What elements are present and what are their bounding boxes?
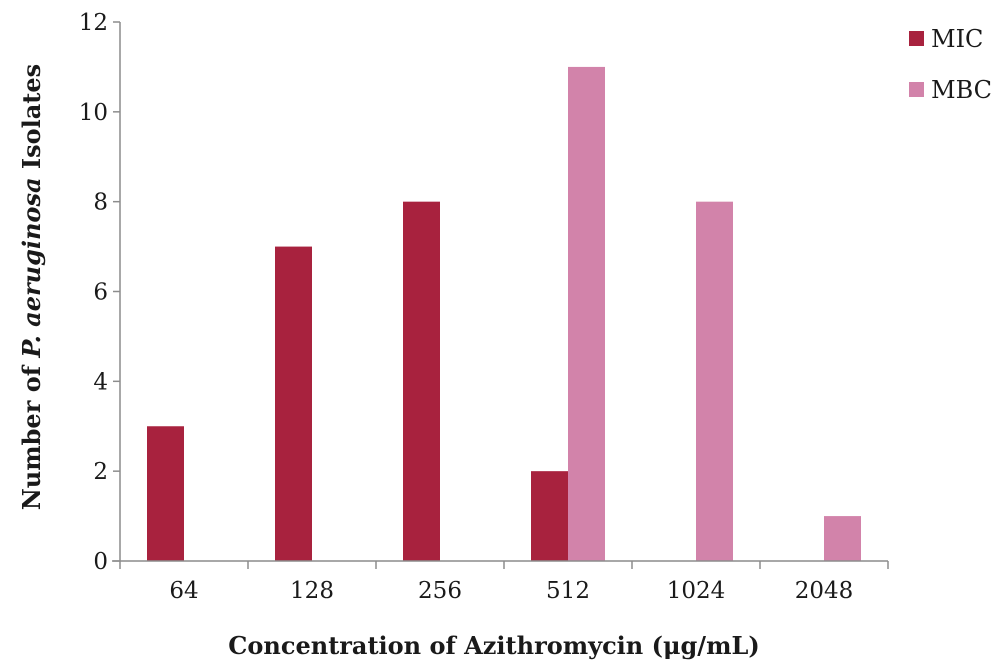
- bars-group: [147, 66, 861, 562]
- y-tick-label: 10: [79, 100, 108, 126]
- x-tick-label-128: 128: [290, 578, 334, 604]
- bar-mbc-512: [568, 66, 605, 562]
- y-ticks-group: 0 2 4 6 8 10 12: [79, 10, 120, 575]
- x-axis-title: Concentration of Azithromycin (μg/mL): [228, 631, 759, 660]
- bar-mic-256: [403, 201, 440, 561]
- legend-swatch-mic: [909, 31, 924, 46]
- x-tick-label-2048: 2048: [795, 578, 854, 604]
- x-tick-label-512: 512: [546, 578, 590, 604]
- y-axis-title-italic: P. aeruginosa: [17, 177, 46, 358]
- y-tick-label: 6: [93, 280, 108, 306]
- bar-mbc-2048: [824, 516, 861, 561]
- y-tick-label: 12: [79, 10, 108, 36]
- bar-mbc-1024: [696, 201, 733, 561]
- x-tick-label-256: 256: [418, 578, 462, 604]
- y-axis-title-suffix: Isolates: [17, 64, 46, 178]
- legend-swatch-mbc: [909, 82, 924, 97]
- y-axis-title: Number of P. aeruginosa Isolates: [17, 64, 46, 510]
- x-tick-label-1024: 1024: [667, 578, 726, 604]
- x-ticks-group: 64 128 256 512 1024 2048: [119, 561, 889, 604]
- y-axis-title-prefix: Number of: [17, 358, 46, 511]
- axes-group: [112, 22, 888, 562]
- y-tick-label: 2: [93, 459, 108, 485]
- y-tick-label: 0: [93, 549, 108, 575]
- bar-mic-512: [531, 471, 568, 561]
- bar-mic-64: [147, 426, 184, 561]
- y-tick-label: 4: [93, 369, 108, 395]
- legend: MIC MBC: [909, 25, 992, 104]
- legend-label-mic: MIC: [931, 25, 983, 53]
- y-tick-label: 8: [93, 190, 108, 216]
- bar-mic-128: [275, 246, 312, 562]
- x-tick-label-64: 64: [169, 578, 198, 604]
- legend-label-mbc: MBC: [931, 76, 992, 104]
